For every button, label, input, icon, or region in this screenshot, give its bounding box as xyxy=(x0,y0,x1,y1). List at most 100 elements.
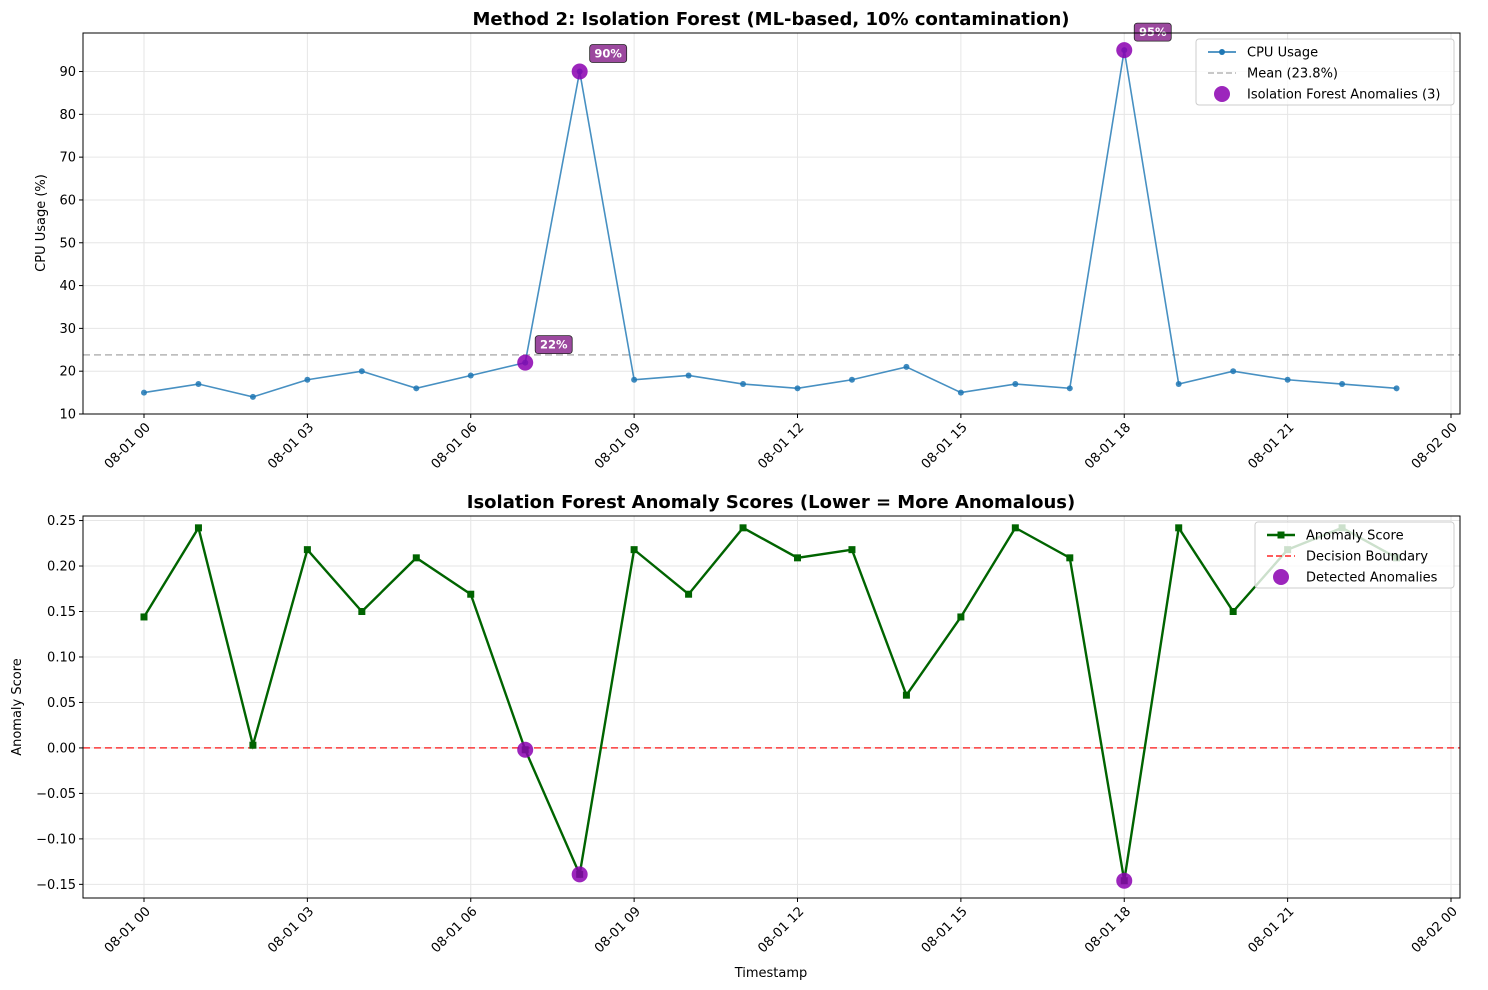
annotation-label: 95% xyxy=(1139,25,1167,39)
x-tick-label: 08-01 18 xyxy=(1082,420,1134,472)
legend-anomaly-swatch xyxy=(1214,86,1230,102)
x-tick-label: 08-01 09 xyxy=(592,420,644,472)
score-data-point xyxy=(249,741,257,749)
score-data-point xyxy=(358,608,366,615)
legend-entry-label: CPU Usage xyxy=(1247,46,1318,61)
cpu-data-point xyxy=(467,372,474,379)
legend-entry-label: Anomaly Score xyxy=(1306,529,1404,544)
score-y-axis-label: Anomaly Score xyxy=(10,658,25,756)
x-tick-label: 08-01 18 xyxy=(1082,904,1134,956)
legend-series-marker xyxy=(1219,49,1225,55)
x-tick-label: 08-01 00 xyxy=(102,904,154,956)
annotation-label: 90% xyxy=(594,47,622,61)
legend-box xyxy=(1254,521,1455,589)
cpu-data-point xyxy=(1066,385,1073,392)
y-tick-label: 10 xyxy=(59,408,76,423)
anomaly-marker xyxy=(1116,872,1133,889)
y-tick-label: 60 xyxy=(59,193,76,208)
x-tick-label: 08-01 15 xyxy=(919,904,971,956)
score-data-point xyxy=(1229,608,1237,615)
anomaly-score-chart: Isolation Forest Anomaly Scores (Lower =… xyxy=(10,492,1461,981)
cpu-data-point xyxy=(1175,381,1182,388)
score-data-point xyxy=(848,546,856,554)
cpu-data-point xyxy=(413,385,420,392)
y-tick-label: 70 xyxy=(59,151,76,166)
anomaly-marker xyxy=(517,741,534,758)
score-data-point xyxy=(957,613,965,621)
y-tick-label: 0.10 xyxy=(47,650,76,665)
plot-frame xyxy=(82,32,1461,415)
cpu-data-point xyxy=(358,368,365,375)
cpu-y-axis-label: CPU Usage (%) xyxy=(34,174,49,272)
y-tick-label: −0.05 xyxy=(36,787,76,802)
score-x-axis-label: Timestamp xyxy=(734,966,808,981)
cpu-legend: CPU Usage Mean (23.8%) Isolation Forest An… xyxy=(1195,38,1455,106)
x-tick-label: 08-02 00 xyxy=(1409,420,1461,472)
y-tick-label: 20 xyxy=(59,365,76,380)
legend-series-marker xyxy=(1277,531,1285,539)
cpu-data-point xyxy=(1284,376,1291,383)
x-tick-label: 08-01 09 xyxy=(592,904,644,956)
y-tick-label: 0.25 xyxy=(47,514,76,529)
cpu-data-point xyxy=(1339,381,1346,388)
cpu-data-point xyxy=(740,381,747,388)
y-tick-label: 0.05 xyxy=(47,696,76,711)
legend-entry-label: Decision Boundary xyxy=(1306,550,1428,565)
cpu-data-point xyxy=(848,376,855,383)
y-tick-label: 0.20 xyxy=(47,560,76,575)
y-tick-label: 0.00 xyxy=(47,741,76,756)
score-data-point xyxy=(412,554,420,562)
cpu-data-point xyxy=(631,376,638,383)
score-data-point xyxy=(685,590,693,598)
anomaly-annotation: 90% xyxy=(589,44,628,63)
cpu-data-point xyxy=(1012,381,1019,388)
cpu-data-point xyxy=(141,389,147,396)
cpu-usage-chart: Method 2: Isolation Forest (ML-based, 10… xyxy=(34,9,1461,472)
cpu-data-point xyxy=(195,381,202,388)
x-tick-label: 08-01 15 xyxy=(919,420,971,472)
cpu-data-point xyxy=(304,376,311,383)
y-tick-label: 40 xyxy=(59,279,76,294)
cpu-data-point xyxy=(794,385,801,392)
anomaly-marker xyxy=(517,354,534,371)
score-data-point xyxy=(794,554,801,562)
score-data-point xyxy=(630,546,638,554)
anomaly-marker xyxy=(1116,42,1133,59)
anomaly-score-series-line xyxy=(142,524,1398,881)
x-tick-label: 08-01 21 xyxy=(1246,420,1298,472)
cpu-data-point xyxy=(957,389,964,396)
score-data-point xyxy=(467,590,475,598)
y-tick-label: 30 xyxy=(59,322,76,337)
y-tick-label: −0.15 xyxy=(36,878,76,893)
plot-frame xyxy=(82,515,1461,899)
score-data-point xyxy=(1066,554,1074,562)
x-tick-label: 08-01 03 xyxy=(265,904,317,956)
legend-anomaly-swatch xyxy=(1273,569,1289,585)
score-legend: Anomaly Score Decision Boundary Detected A… xyxy=(1254,521,1455,589)
x-tick-label: 08-02 00 xyxy=(1409,904,1461,956)
y-tick-label: −0.10 xyxy=(36,832,76,847)
cpu-data-point xyxy=(1230,368,1237,375)
x-tick-label: 08-01 06 xyxy=(429,904,481,956)
x-tick-label: 08-01 12 xyxy=(755,904,807,956)
legend-box xyxy=(1195,38,1455,106)
y-tick-label: 0.15 xyxy=(47,605,76,620)
cpu-data-point xyxy=(685,372,692,379)
legend-entry-label: Mean (23.8%) xyxy=(1247,67,1338,82)
cpu-data-point xyxy=(903,363,910,370)
score-data-point xyxy=(739,524,747,532)
score-data-point xyxy=(902,691,910,699)
anomaly-marker xyxy=(571,866,588,883)
y-tick-label: 80 xyxy=(59,108,76,123)
score-data-point xyxy=(194,524,202,532)
annotation-box xyxy=(534,335,573,355)
score-data-point xyxy=(1175,524,1183,532)
x-tick-label: 08-01 00 xyxy=(102,420,154,472)
annotation-box xyxy=(589,44,628,63)
anomaly-annotation: 22% xyxy=(534,335,573,355)
anomaly-marker xyxy=(571,63,588,80)
legend-entry-label: Detected Anomalies xyxy=(1306,571,1438,586)
legend-entry-label: Isolation Forest Anomalies (3) xyxy=(1247,88,1440,103)
x-tick-label: 08-01 06 xyxy=(429,420,481,472)
x-tick-label: 08-01 03 xyxy=(265,420,317,472)
